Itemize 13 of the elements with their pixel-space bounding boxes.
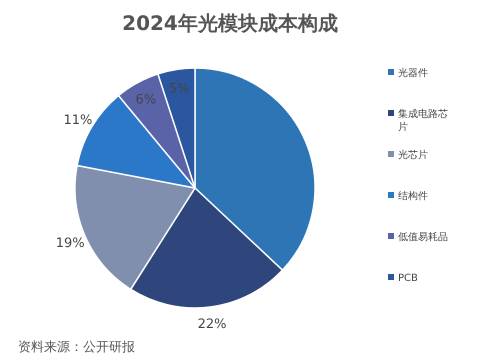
data-label: 22% xyxy=(198,316,226,332)
legend-label: 集成电路芯片 xyxy=(398,108,448,133)
legend-label: 光器件 xyxy=(398,67,428,79)
data-label: 5% xyxy=(168,81,190,96)
data-label: 6% xyxy=(136,92,156,108)
legend-label: 光芯片 xyxy=(398,149,428,161)
legend-label: PCB xyxy=(398,273,418,284)
data-label: 11% xyxy=(63,112,92,128)
legend-label: 低值易耗品 xyxy=(398,231,448,243)
chart-title: 2024年光模块成本构成 xyxy=(122,11,338,35)
data-label: 19% xyxy=(56,236,85,252)
legend-label: 结构件 xyxy=(398,190,428,202)
text: 资料来源：公开研报 xyxy=(18,340,135,355)
